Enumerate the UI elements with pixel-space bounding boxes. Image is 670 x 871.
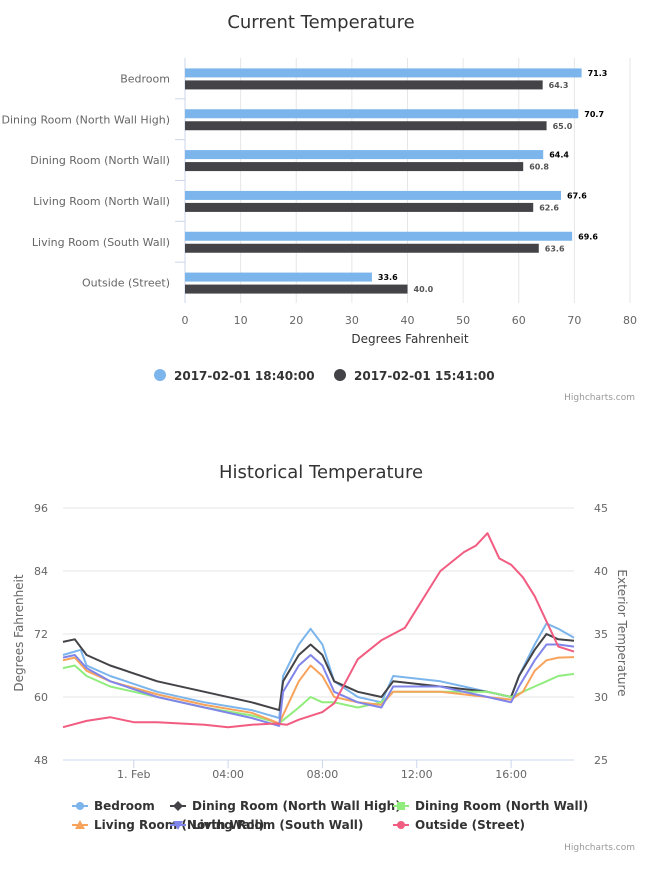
bar-x-tick-label: 30: [345, 314, 359, 327]
bar-current: [185, 150, 544, 160]
legend-item-label: 2017-02-01 15:41:00: [354, 369, 495, 383]
bar-value-label: 64.4: [549, 151, 569, 160]
legend-item-label: Living Room (South Wall): [192, 818, 363, 832]
line-y-right-tick-label: 40: [594, 565, 608, 578]
legend-marker-icon: [397, 802, 405, 810]
legend-item-label: Dining Room (North Wall): [415, 799, 588, 813]
legend-item-label: 2017-02-01 18:40:00: [174, 369, 315, 383]
bar-value-label: 60.8: [529, 163, 549, 172]
bar-value-label: 65.0: [553, 122, 573, 131]
line-series-path: [62, 643, 575, 727]
legend-marker-icon: [76, 802, 84, 810]
bar-category-label: Dining Room (North Wall High): [2, 113, 170, 126]
bar-x-tick-label: 50: [456, 314, 470, 327]
bar-x-tick-label: 80: [623, 314, 637, 327]
line-y-tick-label: 84: [34, 565, 48, 578]
bar-category-label: Outside (Street): [82, 277, 170, 290]
legend-marker-icon: [334, 369, 346, 381]
line-y-tick-label: 72: [34, 628, 48, 641]
line-x-tick-label: 16:00: [495, 768, 527, 781]
bar-category-label: Dining Room (North Wall): [30, 154, 170, 167]
bar-value-label: 69.6: [578, 232, 598, 241]
bar-category-label: Living Room (North Wall): [33, 195, 170, 208]
line-x-tick-label: 08:00: [307, 768, 339, 781]
line-x-tick-label: 04:00: [212, 768, 244, 781]
legend-item-label: Outside (Street): [415, 818, 525, 832]
legend-marker-icon: [173, 801, 183, 811]
legend-marker-icon: [173, 821, 183, 830]
line-y-axis-label: Degrees Fahrenheit: [12, 574, 26, 691]
bar-previous: [185, 80, 543, 90]
line-series-path: [62, 622, 575, 719]
bar-value-label: 64.3: [549, 81, 569, 90]
bar-x-tick-label: 10: [234, 314, 248, 327]
line-x-tick-label: 1. Feb: [117, 768, 150, 781]
line-x-tick-label: 12:00: [401, 768, 433, 781]
bar-x-tick-label: 20: [289, 314, 303, 327]
bar-x-tick-label: 70: [567, 314, 581, 327]
bar-category-label: Living Room (South Wall): [32, 236, 170, 249]
line-y-axis-label-right: Exterior Temperature: [615, 569, 629, 696]
bar-value-label: 40.0: [414, 285, 434, 294]
legend-item-label: Dining Room (North Wall High): [192, 799, 401, 813]
line-series-path: [62, 656, 575, 725]
bar-previous: [185, 202, 534, 212]
bar-category-label: Bedroom: [120, 72, 170, 85]
bar-current: [185, 109, 579, 119]
bar-x-axis-label: Degrees Fahrenheit: [351, 332, 468, 346]
bar-value-label: 33.6: [378, 273, 398, 282]
bar-value-label: 70.7: [584, 110, 604, 119]
bar-value-label: 67.6: [567, 191, 587, 200]
line-series-path: [62, 532, 575, 729]
line-y-right-tick-label: 30: [594, 691, 608, 704]
legend-marker-icon: [75, 820, 85, 829]
line-series-path: [62, 633, 575, 712]
bar-value-label: 63.6: [545, 244, 565, 253]
line-series-path: [62, 664, 575, 725]
line-y-tick-label: 60: [34, 691, 48, 704]
line-y-right-tick-label: 35: [594, 628, 608, 641]
line-y-right-tick-label: 45: [594, 502, 608, 515]
bar-x-tick-label: 60: [512, 314, 526, 327]
line-chart-title: Historical Temperature: [219, 462, 423, 483]
bar-legend: 2017-02-01 18:40:00 2017-02-01 15:41:00: [154, 369, 495, 383]
bar-credits[interactable]: Highcharts.com: [564, 393, 635, 403]
bar-x-tick-label: 0: [182, 314, 189, 327]
line-y-tick-label: 48: [34, 754, 48, 767]
line-credits[interactable]: Highcharts.com: [564, 843, 635, 853]
line-y-tick-label: 96: [34, 502, 48, 515]
bar-current: [185, 272, 372, 282]
bar-current: [185, 190, 562, 200]
line-legend: Bedroom Dining Room (North Wall High) Dini…: [72, 799, 588, 832]
bar-chart-title: Current Temperature: [227, 12, 414, 33]
bar-x-tick-label: 40: [401, 314, 415, 327]
bar-value-label: 71.3: [588, 69, 608, 78]
bar-previous: [185, 284, 408, 294]
line-y-right-tick-label: 25: [594, 754, 608, 767]
legend-marker-icon: [397, 821, 405, 829]
legend-marker-icon: [154, 369, 166, 381]
bar-previous: [185, 162, 524, 172]
legend-item-label: Bedroom: [94, 799, 155, 813]
current-temperature-chart: Current Temperature Bedroom Dining Room (…: [2, 12, 637, 403]
bar-value-label: 62.6: [539, 203, 559, 212]
bar-current: [185, 231, 573, 241]
bar-current: [185, 68, 582, 78]
historical-temperature-chart: Historical Temperature 48 60 72 84 96 25 30 35…: [12, 462, 635, 853]
bar-previous: [185, 243, 539, 253]
bar-previous: [185, 121, 547, 131]
